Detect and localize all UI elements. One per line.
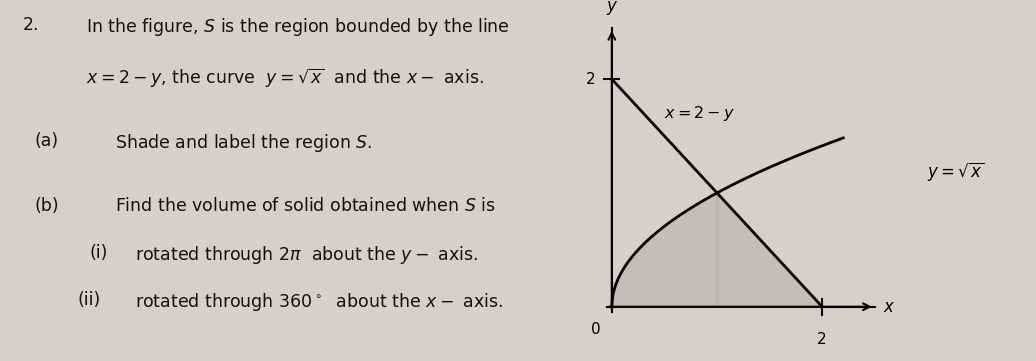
Text: $x = 2-y$: $x = 2-y$ bbox=[664, 104, 736, 123]
Text: rotated through $360^\circ$  about the $x - $ axis.: rotated through $360^\circ$ about the $x… bbox=[135, 291, 503, 313]
Text: 2: 2 bbox=[586, 71, 596, 87]
Text: $x = 2-y$, the curve  $y = \sqrt{x}$  and the $x-$ axis.: $x = 2-y$, the curve $y = \sqrt{x}$ and … bbox=[86, 67, 484, 90]
Text: In the figure, $S$ is the region bounded by the line: In the figure, $S$ is the region bounded… bbox=[86, 16, 510, 38]
Text: $x$: $x$ bbox=[884, 298, 895, 316]
Text: 2: 2 bbox=[817, 332, 827, 347]
Text: $y = \sqrt{x}$: $y = \sqrt{x}$ bbox=[927, 160, 984, 183]
Text: Shade and label the region $S$.: Shade and label the region $S$. bbox=[115, 132, 372, 154]
Text: $y$: $y$ bbox=[606, 0, 618, 17]
Text: (b): (b) bbox=[34, 197, 59, 215]
Text: rotated through $2\pi$  about the $y-$ axis.: rotated through $2\pi$ about the $y-$ ax… bbox=[135, 244, 479, 266]
Text: 2.: 2. bbox=[23, 16, 39, 34]
Text: (i): (i) bbox=[89, 244, 108, 262]
Text: (a): (a) bbox=[34, 132, 59, 150]
Text: (ii): (ii) bbox=[78, 291, 100, 309]
Text: Find the volume of solid obtained when $S$ is: Find the volume of solid obtained when $… bbox=[115, 197, 496, 215]
Text: 0: 0 bbox=[592, 322, 601, 337]
